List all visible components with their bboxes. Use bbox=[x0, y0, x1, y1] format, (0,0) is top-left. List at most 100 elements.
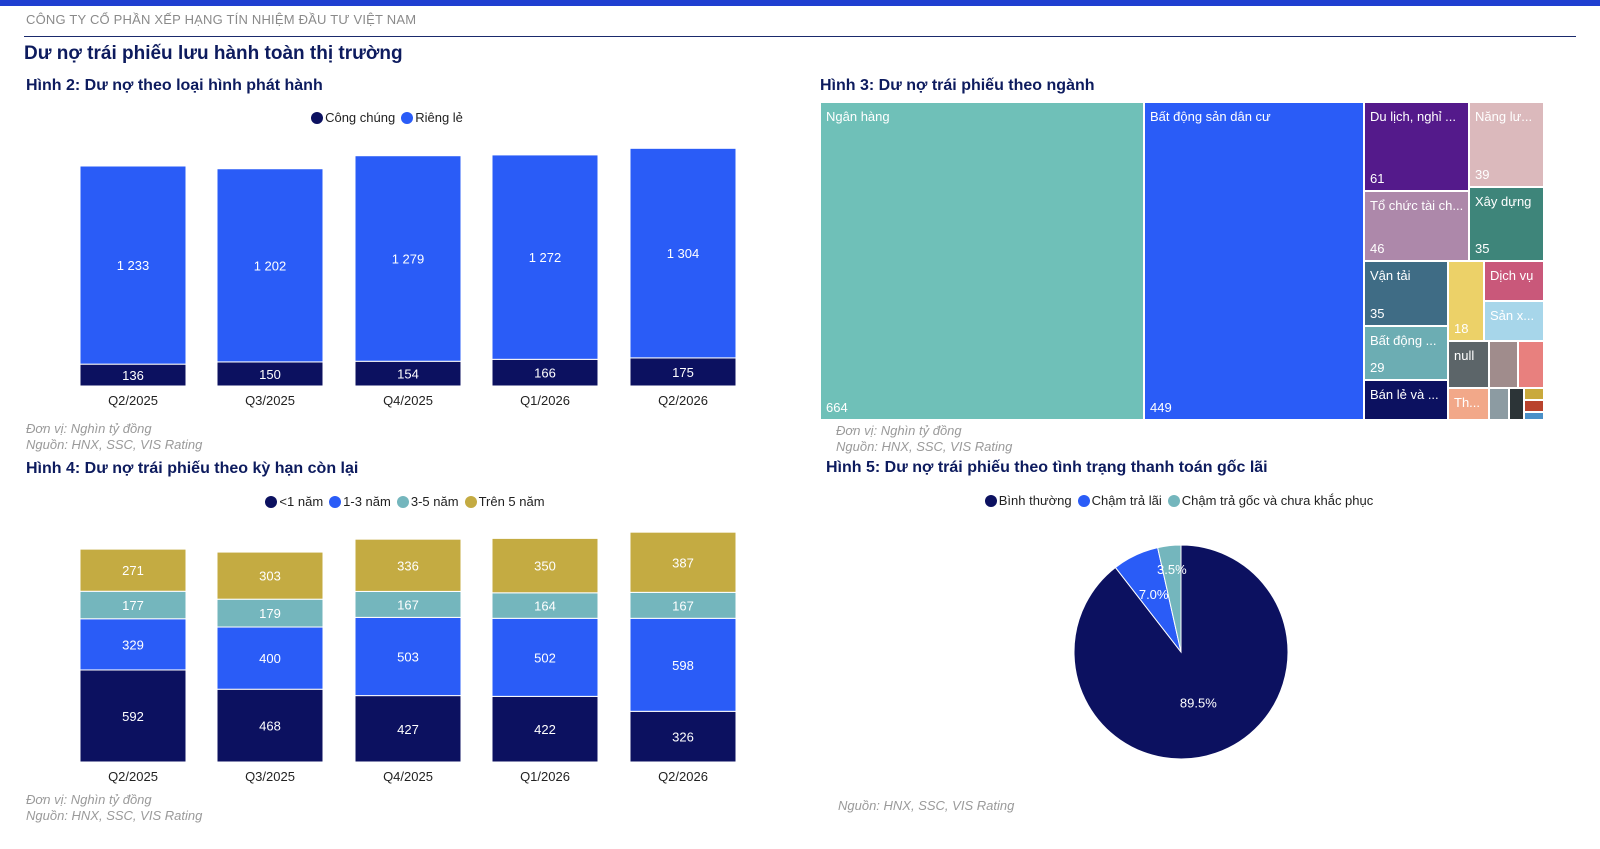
fig2-notes: Đơn vị: Nghìn tỷ đồng Nguồn: HNX, SSC, V… bbox=[26, 421, 202, 453]
bar-segment bbox=[629, 147, 737, 359]
treemap-cell-null: null bbox=[1448, 341, 1489, 388]
treemap-label: null bbox=[1454, 348, 1475, 363]
fig3-unit: Đơn vị: Nghìn tỷ đồng bbox=[836, 423, 962, 438]
top-accent-bar bbox=[0, 0, 1600, 6]
category-label: Q2/2025 bbox=[108, 769, 158, 784]
treemap-value: 664 bbox=[826, 400, 848, 415]
treemap-cell-x-y-d-ng: Xây dựng 35 bbox=[1469, 187, 1544, 261]
legend-label: Riêng lẻ bbox=[415, 110, 463, 125]
treemap-cell-du-l-ch-ngh: Du lịch, nghỉ ... 61 bbox=[1364, 102, 1469, 191]
legend-item: Công chúng bbox=[311, 110, 395, 125]
bar-segment bbox=[354, 360, 462, 387]
data-label: 154 bbox=[397, 367, 419, 382]
data-label: 1 202 bbox=[254, 258, 287, 273]
fig5-title: Hình 5: Dư nợ trái phiếu theo tình trạng… bbox=[826, 459, 1268, 476]
treemap-cell-unlabeled bbox=[1518, 341, 1544, 388]
bar-segment bbox=[629, 531, 737, 593]
bar-segment bbox=[354, 616, 462, 697]
fig4-title: Hình 4: Dư nợ trái phiếu theo kỳ hạn còn… bbox=[26, 460, 359, 477]
treemap-label: Sản x... bbox=[1490, 308, 1535, 323]
bar-segment bbox=[79, 618, 187, 671]
bar-segment bbox=[216, 551, 324, 600]
header-divider bbox=[24, 36, 1576, 37]
treemap-cell-b-t-ng-s-n-d-n-c: Bất động sản dân cư 449 bbox=[1144, 102, 1364, 420]
category-label: Q1/2026 bbox=[520, 393, 570, 408]
bar-segment bbox=[216, 626, 324, 690]
data-label: 166 bbox=[534, 366, 556, 381]
legend-item: Bình thường bbox=[984, 493, 1072, 508]
legend-label: Công chúng bbox=[325, 110, 396, 125]
data-label: 422 bbox=[534, 722, 556, 737]
fig2-chart: 136 1 233 Q2/2025 150 1 202 Q3/2025 154 1 279 Q4… bbox=[79, 147, 737, 408]
treemap-cell-unlabeled bbox=[1489, 388, 1509, 420]
legend-swatch bbox=[329, 495, 342, 508]
treemap-label: Tổ chức tài ch... bbox=[1370, 198, 1464, 213]
treemap-label: Th... bbox=[1454, 395, 1481, 410]
bar-segment bbox=[491, 154, 599, 360]
data-label: 136 bbox=[122, 368, 144, 383]
legend-item: <1 năm bbox=[265, 494, 323, 509]
treemap-label: Du lịch, nghỉ ... bbox=[1370, 109, 1456, 124]
fig2-title: Hình 2: Dư nợ theo loại hình phát hành bbox=[26, 77, 323, 94]
data-label: 350 bbox=[534, 559, 556, 574]
data-label: 303 bbox=[259, 569, 281, 584]
category-label: Q1/2026 bbox=[520, 769, 570, 784]
treemap-cell-ng-n-h-ng: Ngân hàng 664 bbox=[820, 102, 1144, 420]
legend-item: Chậm trả gốc và chưa khắc phục bbox=[1167, 493, 1373, 508]
bar-segment bbox=[79, 548, 187, 592]
bar-segment bbox=[216, 598, 324, 628]
data-label: 167 bbox=[397, 597, 419, 612]
data-label: 326 bbox=[672, 730, 694, 745]
treemap-value: 46 bbox=[1370, 241, 1385, 256]
data-label: 598 bbox=[672, 658, 694, 673]
legend-label: Bình thường bbox=[998, 493, 1072, 508]
legend-label: Trên 5 năm bbox=[478, 494, 545, 509]
pie-slice-ch-m-tr-g-c-v-ch-a-kh-c-ph-c bbox=[1157, 544, 1182, 653]
fig4-chart: 592 329 177 271 Q2/2025 468 400 179 303 Q3/2025 42… bbox=[79, 531, 737, 784]
bar-segment bbox=[216, 688, 324, 763]
legend-item: 3-5 năm bbox=[396, 494, 459, 509]
bar-segment bbox=[354, 590, 462, 618]
bar-segment bbox=[491, 592, 599, 619]
fig4-source: Nguồn: HNX, SSC, VIS Rating bbox=[26, 808, 203, 823]
fig3-treemap: Ngân hàng 664 Bất động sản dân cư 449 Du lịc… bbox=[820, 102, 1544, 420]
data-label: 179 bbox=[259, 606, 281, 621]
treemap-value: 35 bbox=[1370, 306, 1385, 321]
data-label: 427 bbox=[397, 722, 419, 737]
legend-label: Chậm trả lãi bbox=[1091, 493, 1162, 508]
bar-segment bbox=[216, 168, 324, 363]
bar-segment bbox=[491, 358, 599, 387]
legend-swatch bbox=[1167, 494, 1180, 507]
bar-segment bbox=[491, 537, 599, 594]
treemap-cell-th: Th... bbox=[1448, 388, 1489, 420]
treemap-cell-v-n-t-i: Vận tải 35 bbox=[1364, 261, 1448, 326]
data-label: 177 bbox=[122, 598, 144, 613]
treemap-cell-unlabeled bbox=[1509, 388, 1524, 420]
data-label: 1 279 bbox=[392, 251, 425, 266]
pie-label: 3.5% bbox=[1157, 562, 1187, 577]
category-label: Q4/2025 bbox=[383, 769, 433, 784]
company-name: CÔNG TY CỔ PHẦN XẾP HẠNG TÍN NHIỆM ĐẦU T… bbox=[26, 12, 417, 27]
treemap-value: 18 bbox=[1454, 321, 1469, 336]
treemap-cell-b-t-ng: Bất động ... 29 bbox=[1364, 326, 1448, 380]
fig4-legend: <1 năm 1-3 năm 3-5 năm Trên 5 năm bbox=[0, 494, 816, 509]
treemap-label: Năng lư... bbox=[1475, 109, 1533, 124]
fig3-source: Nguồn: HNX, SSC, VIS Rating bbox=[836, 439, 1013, 454]
fig3-notes: Đơn vị: Nghìn tỷ đồng Nguồn: HNX, SSC, V… bbox=[836, 423, 1012, 455]
pie-label: 89.5% bbox=[1180, 696, 1217, 711]
fig2-source: Nguồn: HNX, SSC, VIS Rating bbox=[26, 437, 203, 452]
bar-segment bbox=[79, 669, 187, 763]
data-label: 167 bbox=[672, 598, 694, 613]
bar-segment bbox=[629, 710, 737, 763]
category-label: Q2/2026 bbox=[658, 769, 708, 784]
bar-segment bbox=[354, 695, 462, 763]
treemap-value: 39 bbox=[1475, 167, 1490, 182]
treemap-label: Xây dựng bbox=[1475, 194, 1532, 209]
bar-segment bbox=[354, 155, 462, 362]
legend-swatch bbox=[401, 111, 414, 124]
legend-item: 1-3 năm bbox=[329, 494, 391, 509]
legend-swatch bbox=[984, 494, 997, 507]
data-label: 502 bbox=[534, 650, 556, 665]
bar-segment bbox=[79, 165, 187, 365]
treemap-value: 29 bbox=[1370, 360, 1385, 375]
